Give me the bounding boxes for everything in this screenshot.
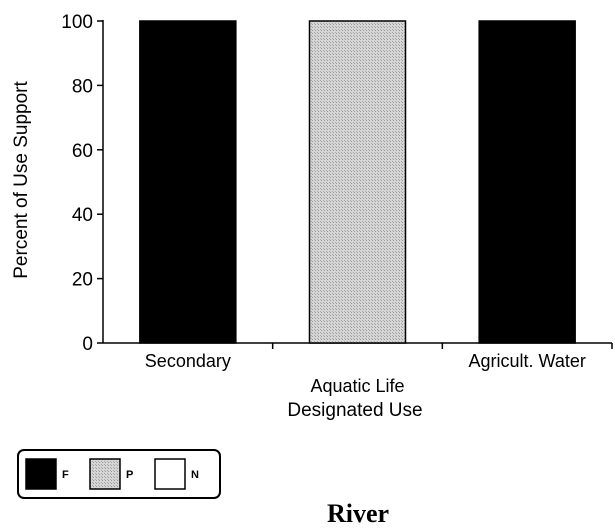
bar-F-2 [478, 20, 576, 344]
x-axis-label: Designated Use [287, 400, 422, 421]
category-label: Aquatic Life [310, 376, 404, 396]
x-tick-group [271, 343, 613, 349]
legend-swatch-N [154, 458, 186, 490]
y-tick-group: 0 20 40 60 80 100 [61, 12, 103, 355]
y-axis-label: Percent of Use Support [11, 81, 32, 279]
bar-group [139, 20, 576, 344]
legend-frame [17, 449, 221, 499]
y-tick-label: 40 [72, 205, 93, 226]
bar-P-1 [308, 20, 407, 344]
legend-label-P: P [126, 469, 133, 481]
chart-caption: River [327, 499, 389, 528]
y-tick-label: 20 [72, 270, 93, 291]
bar-F-0 [139, 20, 237, 344]
y-tick-label: 60 [72, 141, 93, 162]
legend-swatch-F [25, 458, 57, 490]
y-tick-label: 80 [72, 76, 93, 97]
legend-swatch-P [89, 458, 121, 490]
category-label: Agricult. Water [468, 351, 585, 371]
y-tick-label: 0 [82, 334, 93, 355]
legend-label-F: F [62, 469, 69, 481]
category-label: Secondary [145, 351, 231, 371]
legend-label-N: N [191, 469, 199, 481]
y-tick-label: 100 [61, 12, 93, 33]
category-label-group: Secondary Aquatic Life Agricult. Water [145, 351, 586, 396]
